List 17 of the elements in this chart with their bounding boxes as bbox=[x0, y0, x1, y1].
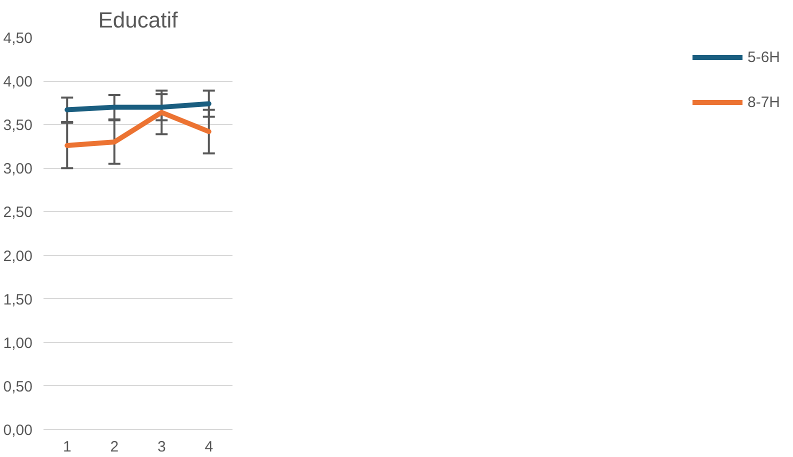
y-tick-label: 0,50 bbox=[3, 378, 33, 396]
x-tick-label: 4 bbox=[204, 438, 214, 456]
y-tick-label: 3,00 bbox=[3, 160, 33, 178]
y-tick-label: 3,50 bbox=[3, 117, 33, 134]
y-tick-label: 1,50 bbox=[3, 291, 33, 308]
y-tick-label: 2,00 bbox=[3, 248, 33, 265]
y-tick-label: 4,50 bbox=[3, 30, 33, 47]
y-tick-label: 0,00 bbox=[3, 422, 33, 439]
x-tick-label: 3 bbox=[157, 438, 166, 456]
legend-label: 5-6H bbox=[747, 48, 780, 66]
x-tick-label: 2 bbox=[110, 438, 119, 456]
y-tick-label: 2,50 bbox=[3, 204, 33, 222]
y-tick-label: 1,00 bbox=[3, 334, 33, 352]
chart-title: Educatif bbox=[98, 8, 179, 32]
x-tick-label: 1 bbox=[62, 438, 72, 456]
legend-label: 8-7H bbox=[747, 94, 780, 110]
y-tick-label: 4,00 bbox=[3, 74, 33, 91]
